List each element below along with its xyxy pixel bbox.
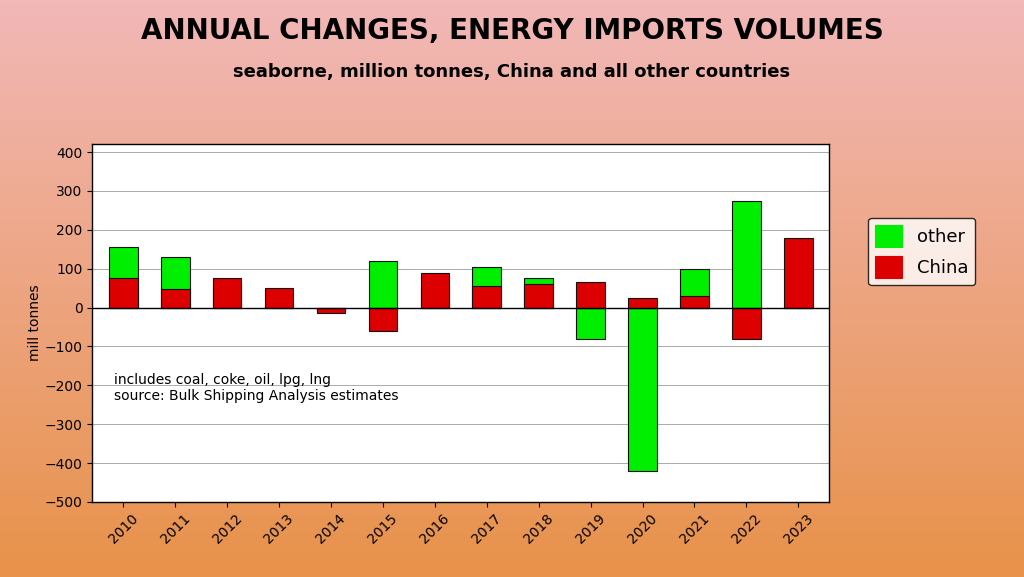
Text: ANNUAL CHANGES, ENERGY IMPORTS VOLUMES: ANNUAL CHANGES, ENERGY IMPORTS VOLUMES: [140, 17, 884, 46]
Legend: other, China: other, China: [868, 218, 976, 285]
Bar: [213, 284, 242, 308]
Bar: [629, 298, 656, 308]
Bar: [161, 289, 189, 308]
Bar: [421, 286, 450, 308]
Bar: [577, 308, 605, 339]
Bar: [265, 288, 293, 308]
Bar: [369, 308, 397, 331]
Bar: [784, 238, 813, 308]
Y-axis label: mill tonnes: mill tonnes: [28, 285, 42, 361]
Bar: [213, 279, 242, 308]
Bar: [524, 279, 553, 308]
Bar: [472, 267, 501, 308]
Bar: [524, 284, 553, 308]
Bar: [316, 308, 345, 313]
Text: includes coal, coke, oil, lpg, lng
source: Bulk Shipping Analysis estimates: includes coal, coke, oil, lpg, lng sourc…: [115, 373, 398, 403]
Bar: [421, 272, 450, 308]
Bar: [680, 296, 709, 308]
Bar: [109, 248, 137, 308]
Bar: [109, 279, 137, 308]
Bar: [161, 257, 189, 308]
Bar: [316, 308, 345, 312]
Bar: [472, 286, 501, 308]
Text: seaborne, million tonnes, China and all other countries: seaborne, million tonnes, China and all …: [233, 63, 791, 81]
Bar: [732, 201, 761, 308]
Bar: [680, 269, 709, 308]
Bar: [629, 308, 656, 471]
Bar: [784, 306, 813, 308]
Bar: [732, 308, 761, 339]
Bar: [369, 261, 397, 308]
Bar: [265, 306, 293, 308]
Bar: [577, 282, 605, 308]
